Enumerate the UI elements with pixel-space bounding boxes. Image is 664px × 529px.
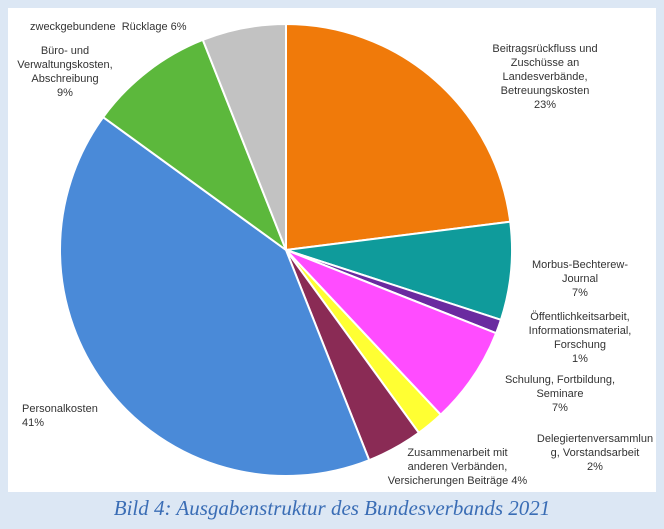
label-name: Morbus-Bechterew- Journal	[532, 259, 628, 285]
slice-label: Beitragsrückfluss und Zuschüsse an Lande…	[470, 42, 620, 112]
label-value: 7%	[552, 402, 568, 414]
pie-slice	[101, 38, 289, 253]
pie-slice	[285, 22, 512, 252]
label-value: 1%	[572, 353, 588, 365]
slice-label: Schulung, Fortbildung, Seminare 7%	[490, 373, 630, 415]
slice-label: Büro- und Verwaltungskosten, Abschreibun…	[5, 44, 125, 100]
label-value: 23%	[533, 99, 557, 111]
slice-label: Öffentlichkeitsarbeit, Informationsmater…	[510, 310, 650, 366]
label-value: 2%	[587, 461, 603, 473]
slice-label: Zusammenarbeit mit anderen Verbänden, Ve…	[370, 446, 545, 488]
caption: Bild 4: Ausgabenstruktur des Bundesverba…	[113, 496, 551, 520]
label-name: zweckgebundene Rücklage	[30, 21, 168, 33]
label-value: 7%	[572, 287, 588, 299]
slice-label: Personalkosten 41%	[22, 402, 142, 430]
label-name: Zusammenarbeit mit anderen Verbänden, Ve…	[387, 447, 509, 487]
slice-label: zweckgebundene Rücklage 6%	[30, 20, 230, 34]
label-value: 6%	[170, 21, 187, 33]
pie-slice	[59, 115, 371, 477]
pie-slice	[201, 22, 287, 251]
label-value: 9%	[57, 87, 73, 99]
label-name: Delegiertenversammlun g, Vorstandsarbeit	[536, 433, 654, 459]
label-name: Büro- und Verwaltungskosten, Abschreibun…	[17, 45, 113, 85]
slice-label: Morbus-Bechterew- Journal 7%	[520, 258, 640, 300]
label-value: 4%	[511, 475, 528, 487]
slice-label: Delegiertenversammlun g, Vorstandsarbeit…	[520, 432, 664, 474]
label-name: Beitragsrückfluss und Zuschüsse an Lande…	[492, 43, 598, 97]
label-value: 41%	[22, 417, 45, 429]
label-name: Personalkosten	[22, 403, 98, 415]
label-name: Öffentlichkeitsarbeit, Informationsmater…	[528, 311, 632, 351]
label-name: Schulung, Fortbildung, Seminare	[504, 374, 616, 400]
